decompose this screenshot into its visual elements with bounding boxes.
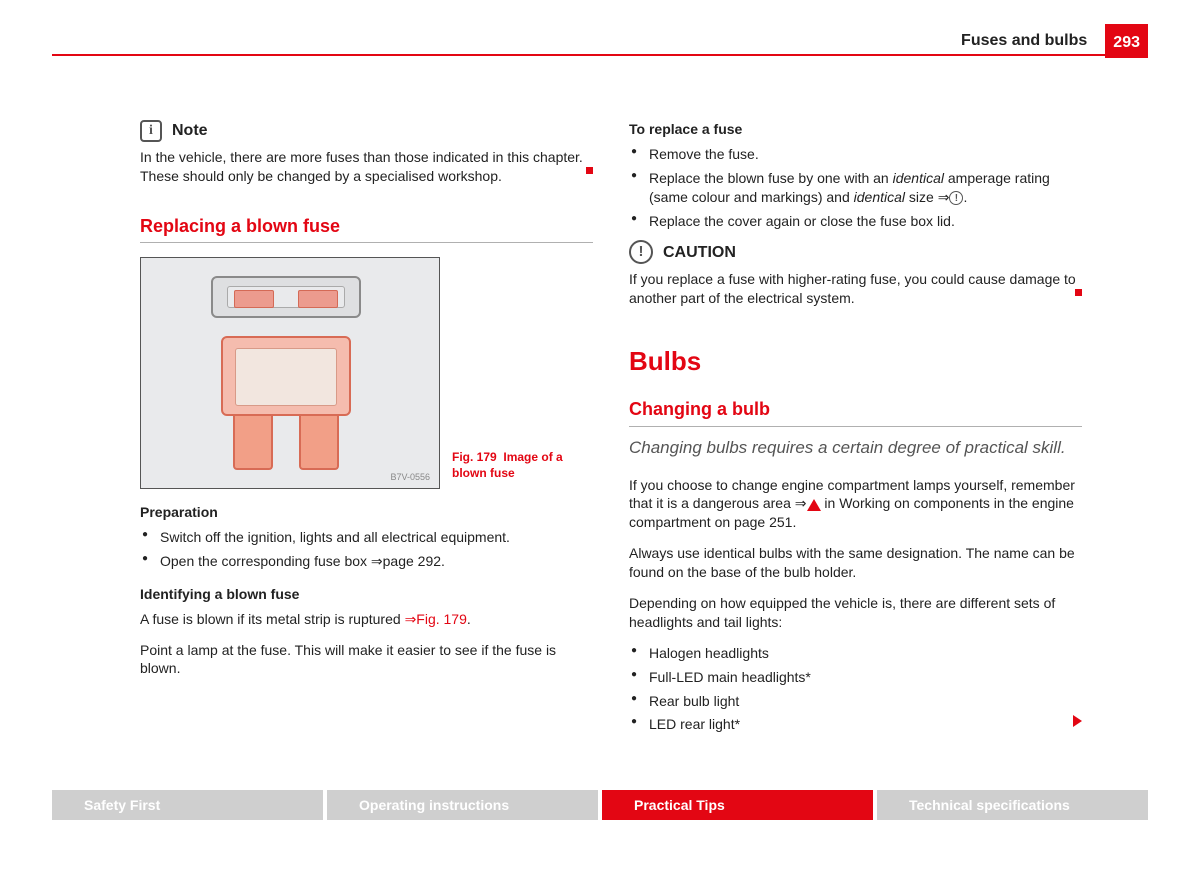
- point-lamp-paragraph: Point a lamp at the fuse. This will make…: [140, 641, 593, 679]
- figure-number: Fig. 179: [452, 450, 497, 464]
- list-item: Replace the cover again or close the fus…: [629, 212, 1082, 231]
- tab-safety-first[interactable]: Safety First: [52, 790, 323, 820]
- identify-paragraph: A fuse is blown if its metal strip is ru…: [140, 610, 593, 629]
- danger-paragraph: If you choose to change engine compartme…: [629, 476, 1082, 533]
- caution-text: If you replace a fuse with higher-rating…: [629, 271, 1076, 306]
- tab-practical-tips[interactable]: Practical Tips: [602, 790, 873, 820]
- caution-label: CAUTION: [663, 242, 736, 264]
- footer-tabs: Safety First Operating instructions Prac…: [52, 790, 1148, 820]
- lights-list: Halogen headlights Full-LED main headlig…: [629, 644, 1082, 735]
- note-paragraph: In the vehicle, there are more fuses tha…: [140, 148, 593, 186]
- note-heading: i Note: [140, 120, 593, 142]
- note-label: Note: [172, 120, 208, 142]
- intro-text: Changing bulbs requires a certain degree…: [629, 426, 1082, 460]
- list-item: Remove the fuse.: [629, 145, 1082, 164]
- fuse-top-view: [211, 276, 361, 318]
- preparation-heading: Preparation: [140, 503, 593, 522]
- warning-icon: [807, 499, 821, 511]
- subsection-title: Replacing a blown fuse: [140, 214, 593, 238]
- replace-list: Remove the fuse. Replace the blown fuse …: [629, 145, 1082, 231]
- list-item: Rear bulb light: [629, 692, 1082, 711]
- subsection-title: Changing a bulb: [629, 397, 1082, 421]
- tab-technical-specifications[interactable]: Technical specifications: [877, 790, 1148, 820]
- tab-operating-instructions[interactable]: Operating instructions: [327, 790, 598, 820]
- caution-heading: ! CAUTION: [629, 240, 1082, 264]
- list-item: Replace the blown fuse by one with an id…: [629, 169, 1082, 207]
- caution-icon: !: [629, 240, 653, 264]
- caution-paragraph: If you replace a fuse with higher-rating…: [629, 270, 1082, 308]
- preparation-list: Switch off the ignition, lights and all …: [140, 528, 593, 571]
- figure-wrap: B7V-0556 Fig. 179 Image of a blown fuse: [140, 257, 593, 489]
- list-item: Full-LED main headlights*: [629, 668, 1082, 687]
- caution-ref-icon: !: [949, 191, 963, 205]
- fuse-side-view: [221, 336, 351, 474]
- equip-paragraph: Depending on how equipped the vehicle is…: [629, 594, 1082, 632]
- section-end-marker: [1075, 289, 1082, 296]
- right-column: To replace a fuse Remove the fuse. Repla…: [629, 120, 1082, 744]
- list-item: Open the corresponding fuse box ⇒page 29…: [140, 552, 593, 571]
- subsection-rule: [140, 242, 593, 243]
- section-end-marker: [586, 167, 593, 174]
- continue-marker: [1073, 715, 1082, 727]
- figure-tag: B7V-0556: [387, 470, 433, 484]
- figure-image: B7V-0556: [140, 257, 440, 489]
- note-text: In the vehicle, there are more fuses tha…: [140, 149, 583, 184]
- header-section: Fuses and bulbs: [961, 32, 1087, 50]
- figure-caption: Fig. 179 Image of a blown fuse: [452, 449, 572, 489]
- list-item: LED rear light*: [629, 715, 1082, 734]
- left-column: i Note In the vehicle, there are more fu…: [140, 120, 593, 744]
- identify-heading: Identifying a blown fuse: [140, 585, 593, 604]
- page-number: 293: [1105, 24, 1148, 58]
- bulb-name-paragraph: Always use identical bulbs with the same…: [629, 544, 1082, 582]
- list-item: Switch off the ignition, lights and all …: [140, 528, 593, 547]
- section-title: Bulbs: [629, 344, 1082, 379]
- figure-reference: ⇒Fig. 179: [405, 611, 467, 627]
- header-rule: [52, 54, 1148, 56]
- replace-heading: To replace a fuse: [629, 120, 1082, 139]
- info-icon: i: [140, 120, 162, 142]
- list-item: Halogen headlights: [629, 644, 1082, 663]
- identify-text: A fuse is blown if its metal strip is ru…: [140, 611, 405, 627]
- page-header: Fuses and bulbs 293: [961, 24, 1148, 58]
